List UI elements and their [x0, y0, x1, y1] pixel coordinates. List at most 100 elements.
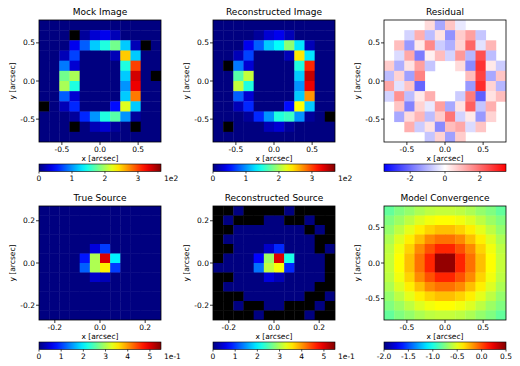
heatmap-cell — [244, 225, 255, 235]
heatmap-cell — [455, 216, 466, 226]
heatmap-cell — [284, 282, 295, 292]
heatmap-cell — [465, 225, 476, 235]
heatmap-cell — [141, 263, 152, 273]
heatmap-cell — [70, 81, 81, 92]
heatmap-cell — [80, 122, 91, 133]
heatmap-cell — [233, 112, 244, 123]
heatmap-cell — [151, 71, 161, 82]
y-tick-label: 0.0 — [23, 77, 35, 86]
heatmap-cell — [39, 132, 50, 142]
heatmap-cell — [120, 235, 131, 245]
heatmap-cell — [465, 263, 476, 273]
heatmap-cell — [100, 91, 111, 102]
heatmap-cell — [315, 30, 326, 41]
heatmap-cell — [120, 91, 131, 102]
heatmap-cell — [49, 51, 60, 62]
heatmap-cell — [274, 216, 285, 226]
heatmap-cell — [110, 282, 121, 292]
heatmap-cell — [476, 263, 487, 273]
heatmap-cell — [254, 292, 265, 302]
heatmap-cell — [49, 216, 60, 226]
heatmap-cell — [254, 91, 265, 102]
heatmap-cell — [274, 273, 285, 283]
heatmap-cell — [284, 263, 295, 273]
heatmap-cell — [49, 225, 60, 235]
heatmap-cell — [274, 254, 285, 264]
heatmap-cell — [305, 254, 316, 264]
heatmap-cell — [305, 225, 316, 235]
heatmap-cell — [100, 292, 111, 302]
heatmap-cell — [100, 101, 111, 112]
colorbar-tick-label: -1.5 — [401, 352, 416, 361]
heatmap-cell — [131, 244, 142, 254]
panel: Reconstructed Source-0.20.00.2-0.20.00.2… — [182, 193, 355, 361]
heatmap-cell — [59, 71, 70, 82]
heatmap-cell — [110, 273, 121, 283]
heatmap-cell — [394, 101, 405, 112]
x-axis-label: x [arcsec] — [427, 154, 464, 163]
heatmap-cell — [394, 301, 405, 311]
heatmap-cell — [325, 132, 335, 142]
heatmap-cell — [151, 61, 161, 72]
panel-title: Reconstructed Source — [225, 193, 324, 203]
heatmap-cell — [80, 61, 91, 72]
y-tick — [36, 119, 39, 120]
y-tick-label: 0.0 — [368, 259, 380, 268]
heatmap-cell — [294, 71, 305, 82]
heatmap-cell — [131, 263, 142, 273]
heatmap-cell — [294, 273, 305, 283]
cells — [384, 206, 506, 320]
heatmap-cell — [90, 282, 101, 292]
y-tick — [210, 263, 213, 264]
heatmap-cell — [394, 273, 405, 283]
heatmap-cell — [223, 20, 234, 31]
heatmap-cell — [486, 282, 497, 292]
heatmap-cell — [70, 61, 81, 72]
heatmap-cell — [49, 20, 60, 31]
x-axis-label: x [arcsec] — [82, 332, 119, 341]
heatmap-cell — [476, 101, 487, 112]
heatmap-cell — [151, 301, 161, 311]
heatmap-cell — [49, 61, 60, 72]
heatmap-cell — [100, 216, 111, 226]
heatmap-cell — [496, 61, 506, 72]
y-tick — [381, 263, 384, 264]
heatmap-cell — [223, 244, 234, 254]
heatmap-cell — [455, 282, 466, 292]
heatmap-cell — [445, 20, 456, 31]
heatmap-cell — [90, 122, 101, 133]
heatmap-cell — [305, 301, 316, 311]
heatmap-cell — [384, 273, 395, 283]
y-tick — [381, 298, 384, 299]
heatmap-cell — [435, 51, 446, 62]
heatmap-cell — [244, 235, 255, 245]
heatmap-cell — [80, 40, 91, 51]
heatmap-cell — [90, 51, 101, 62]
heatmap-cell — [465, 282, 476, 292]
heatmap-cell — [59, 122, 70, 133]
heatmap-cell — [233, 81, 244, 92]
plot-frame — [213, 206, 335, 320]
heatmap-cell — [80, 235, 91, 245]
heatmap-cell — [90, 81, 101, 92]
heatmap-cell — [274, 61, 285, 72]
heatmap-cell — [39, 311, 50, 321]
heatmap-cell — [244, 216, 255, 226]
heatmap-cell — [223, 71, 234, 82]
heatmap-cell — [90, 292, 101, 302]
heatmap-cell — [49, 263, 60, 273]
heatmap-cell — [404, 292, 415, 302]
heatmap-cell — [120, 20, 131, 31]
plot-frame — [384, 206, 506, 320]
heatmap-cell — [80, 81, 91, 92]
heatmap-cell — [120, 301, 131, 311]
heatmap-cell — [120, 81, 131, 92]
heatmap-cell — [141, 301, 152, 311]
heatmap-cell — [244, 292, 255, 302]
heatmap-cell — [415, 30, 426, 41]
heatmap-cell — [305, 101, 316, 112]
heatmap-cell — [100, 122, 111, 133]
heatmap-cell — [294, 81, 305, 92]
colorbar-tick-label: 5 — [322, 352, 327, 361]
heatmap-cell — [80, 311, 91, 321]
